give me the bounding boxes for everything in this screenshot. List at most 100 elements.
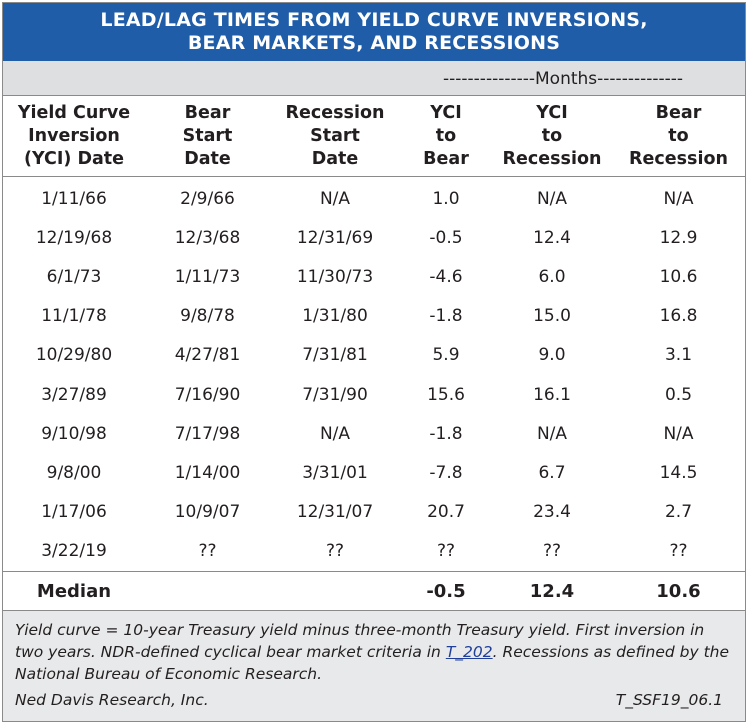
source-code: T_SSF19_06.1 (615, 690, 723, 709)
cell-yci-date: 9/8/00 (46, 462, 102, 483)
header-line: Recession (629, 148, 728, 169)
table-row: 9/8/00 1/14/00 3/31/01 -7.8 6.7 14.5 (3, 453, 745, 492)
cell-bear-start: 10/9/07 (174, 502, 241, 523)
cell-bear-start: 12/3/68 (174, 227, 241, 248)
header-line: (YCI) Date (23, 148, 125, 169)
table-row: 12/19/68 12/3/68 12/31/69 -0.5 12.4 12.9 (3, 218, 745, 257)
header-bear-to-recession: Bear to Recession (612, 96, 745, 177)
table-row: 3/22/19?????????? (3, 532, 745, 572)
cell-bear-start: 7/17/98 (174, 423, 241, 444)
median-label: Median (3, 570, 145, 611)
cell-yci-to-bear: 1.0 (432, 188, 460, 209)
header-line: Date (184, 148, 231, 169)
cell-bear-start: 2/9/66 (180, 188, 235, 209)
header-line: Bear (423, 148, 469, 169)
cell-bear-start: 4/27/81 (174, 345, 241, 366)
cell-bear-to-recession: 16.8 (659, 306, 698, 327)
cell-recession-start: 7/31/81 (302, 345, 368, 366)
cell-bear-to-recession: 2.7 (664, 502, 693, 523)
cell-bear-start: 1/14/00 (174, 462, 241, 483)
cell-bear-start: 7/16/90 (174, 384, 241, 405)
cell-yci-to-recession: 16.1 (533, 384, 571, 405)
cell-yci-to-recession: 6.0 (538, 266, 566, 287)
header-line: Recession (502, 148, 602, 169)
header-line: Bear (655, 102, 702, 123)
cell-yci-to-recession: N/A (536, 423, 568, 444)
table-row: 9/10/98 7/17/98 N/A -1.8 N/A N/A (3, 414, 745, 453)
cell-yci-to-recession: ?? (542, 541, 562, 562)
cell-yci-date: 3/27/89 (41, 384, 107, 405)
table-row: 1/11/66 2/9/66 N/A 1.0 N/A N/A (3, 177, 745, 219)
cell-yci-to-bear: ?? (436, 541, 456, 562)
footnote-part-2: . Recessions as defined by the National … (15, 642, 729, 683)
cell-yci-to-recession: 23.4 (533, 502, 571, 523)
cell-yci-to-bear: -0.5 (429, 227, 463, 248)
cell-recession-start: 7/31/90 (302, 384, 368, 405)
cell-recession-start: 1/31/80 (302, 306, 368, 327)
cell-recession-start: N/A (319, 423, 351, 444)
cell-yci-to-bear: -7.8 (429, 462, 463, 483)
footnote-text: Yield curve = 10-year Treasury yield min… (15, 619, 733, 685)
cell-bear-to-recession: 10.6 (659, 266, 698, 287)
cell-recession-start: 12/31/07 (296, 502, 374, 523)
header-yci-date: Yield Curve Inversion (YCI) Date (3, 96, 145, 177)
cell-bear-start: 9/8/78 (180, 306, 235, 327)
cell-yci-to-bear: 15.6 (427, 384, 465, 405)
median-yci-to-recession: 12.4 (492, 570, 612, 611)
header-line: Start (310, 125, 360, 146)
months-header-band: ---------------Months-------------- (3, 61, 745, 96)
cell-bear-start: ?? (198, 541, 217, 562)
header-line: to (541, 125, 563, 146)
table-row: 3/27/89 7/16/90 7/31/90 15.6 16.1 0.5 (3, 375, 745, 414)
header-line: YCI (430, 102, 462, 123)
table-body: 1/11/66 2/9/66 N/A 1.0 N/A N/A 12/19/68 12/3/68… (3, 177, 745, 572)
median-yci-to-bear: -0.5 (400, 570, 492, 611)
header-line: YCI (536, 102, 568, 123)
cell-bear-to-recession: 12.9 (659, 227, 698, 248)
header-recession-start: Recession Start Date (270, 96, 400, 177)
header-row: Yield Curve Inversion (YCI) Date Bear Start D… (3, 96, 745, 177)
cell-bear-to-recession: 0.5 (664, 384, 693, 405)
cell-recession-start: ?? (325, 541, 345, 562)
table-row: 6/1/73 1/11/73 11/30/73 -4.6 6.0 10.6 (3, 257, 745, 296)
header-bear-start: Bear Start Date (145, 96, 270, 177)
cell-yci-date: 3/22/19 (41, 541, 107, 562)
header-line: to (668, 125, 689, 146)
median-empty-cell (145, 570, 270, 611)
cell-bear-to-recession: ?? (669, 541, 688, 562)
cell-yci-to-bear: -1.8 (429, 306, 463, 327)
cell-yci-to-bear: 20.7 (427, 502, 465, 523)
header-yci-to-bear: YCI to Bear (400, 96, 492, 177)
source-name: Ned Davis Research, Inc. (15, 690, 209, 709)
cell-bear-to-recession: 3.1 (664, 345, 693, 366)
cell-recession-start: 11/30/73 (296, 266, 374, 287)
table-header: Yield Curve Inversion (YCI) Date Bear Start D… (3, 96, 745, 177)
cell-yci-date: 1/17/06 (41, 502, 107, 523)
cell-yci-to-recession: 9.0 (538, 345, 566, 366)
header-yci-to-recession: YCI to Recession (492, 96, 612, 177)
months-label: ---------------Months-------------- (443, 69, 684, 89)
cell-yci-to-bear: 5.9 (432, 345, 460, 366)
header-line: Bear (184, 102, 231, 123)
cell-yci-date: 6/1/73 (46, 266, 102, 287)
cell-yci-date: 9/10/98 (41, 423, 107, 444)
table-row: 11/1/78 9/8/78 1/31/80 -1.8 15.0 16.8 (3, 297, 745, 336)
table-row: 1/17/06 10/9/07 12/31/07 20.7 23.4 2.7 (3, 493, 745, 532)
median-bear-to-recession: 10.6 (612, 570, 745, 611)
header-line: Start (182, 125, 233, 146)
cell-bear-start: 1/11/73 (174, 266, 241, 287)
footnote: Yield curve = 10-year Treasury yield min… (3, 610, 745, 721)
cell-yci-to-recession: N/A (536, 188, 568, 209)
cell-recession-start: 3/31/01 (302, 462, 368, 483)
median-row: Median -0.5 12.4 10.6 (3, 570, 745, 611)
cell-bear-to-recession: N/A (663, 188, 694, 209)
title-line-2: BEAR MARKETS, AND RECESSIONS (187, 32, 561, 54)
title-line-1: LEAD/LAG TIMES FROM YIELD CURVE INVERSIO… (100, 9, 648, 31)
cell-recession-start: 12/31/69 (296, 227, 374, 248)
footnote-part-1: Yield curve = 10-year Treasury yield min… (15, 620, 705, 661)
cell-yci-to-bear: -1.8 (429, 423, 463, 444)
cell-bear-to-recession: 14.5 (659, 462, 698, 483)
footnote-link[interactable]: T_202 (445, 642, 493, 661)
cell-yci-to-recession: 12.4 (533, 227, 571, 248)
